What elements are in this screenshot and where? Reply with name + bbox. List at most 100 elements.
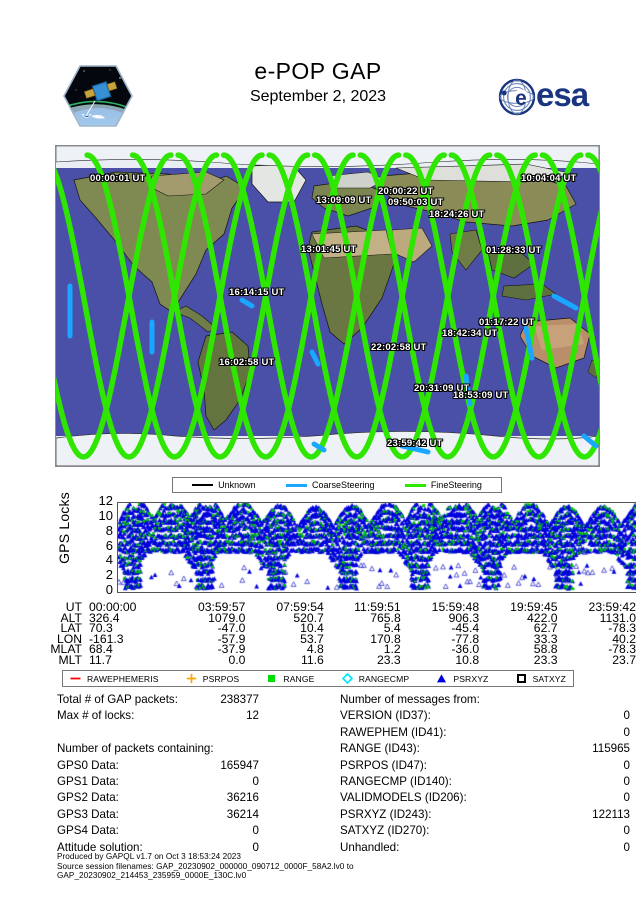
stat-row: RANGE (ID43): 115965 [340, 741, 630, 757]
triangle-marker-icon [437, 674, 447, 683]
stat-label: Attitude solution: [57, 840, 143, 854]
stat-label: GPS1 Data: [57, 774, 119, 788]
orbit-track-coarse-steering [309, 349, 321, 367]
param-cell: 07:59:54 [276, 600, 324, 614]
param-cell: 19:59:45 [510, 600, 558, 614]
param-cell: 23:59:42 [588, 600, 636, 614]
orbit-track-coarse-steering [239, 297, 255, 309]
y-tick-label: 4 [105, 552, 113, 568]
gps-locks-y-axis-label: GPS Locks [56, 492, 72, 564]
param-cell: 58.8 [533, 642, 558, 657]
orbit-track-fine-steering [84, 152, 265, 460]
diamond-marker-icon [341, 673, 353, 684]
legend-line-swatch [192, 484, 214, 486]
stat-value: 0 [623, 824, 630, 838]
table-row: MLT 11.7 0.0 11.6 23.3 10.8 23.3 23.7 [40, 652, 636, 667]
stat-label: GPS0 Data: [57, 758, 119, 772]
param-cell: 422.0 [527, 610, 558, 625]
stat-value: 122113 [592, 807, 630, 821]
square-open-marker-icon [516, 674, 526, 683]
data-legend-label: PSRPOS [202, 673, 240, 684]
map-legend-item-finesteering: FineSteering [404, 480, 482, 491]
max-locks-label: Max # of locks: [57, 709, 135, 723]
stat-row: Attitude solution: 0 [57, 840, 307, 856]
orbit-parameter-table: UT 00:00:00 03:59:57 07:59:54 11:59:51 15:59:… [40, 600, 636, 667]
stat-row: RANGECMP (ID140): 0 [340, 774, 630, 790]
y-tick-label: 10 [98, 507, 113, 523]
param-cell: 23.7 [612, 652, 636, 667]
map-time-label: 00:00:01 UT [90, 173, 146, 184]
cassiope-mission-patch-icon: CASSIOPE [62, 64, 134, 128]
map-time-label: 20:31:09 UT [414, 383, 470, 394]
data-legend-label: RAWEPHEMERIS [87, 673, 159, 684]
orbit-ground-tracks [56, 152, 599, 460]
total-packets-label: Total # of GAP packets: [57, 693, 178, 706]
message-type-legend: RAWEPHEMERIS PSRPOS RANGE RANGECMP PSRXYZ SAT… [62, 670, 574, 687]
map-legend-item-unknown: Unknown [192, 480, 256, 491]
table-row: LON -161.3 -57.9 53.7 170.8 -77.8 33.3 40.2 [40, 633, 636, 645]
orbit-track-fine-steering [56, 152, 220, 460]
data-legend-item-psrxyz: PSRXYZ [436, 673, 488, 684]
footer-producer-line: Produced by GAPQL v1.7 on Oct 3 18:53:24… [57, 852, 242, 861]
stat-label: RAWEPHEM (ID41): [340, 725, 447, 739]
param-cell: -36.0 [451, 642, 480, 657]
map-time-label: 22:02:58 UT [371, 342, 427, 353]
orbit-track-fine-steering [357, 152, 538, 460]
param-cell: 23.3 [376, 652, 401, 667]
param-cell: 10.8 [455, 652, 480, 667]
max-locks-value: 12 [246, 709, 259, 723]
param-row-label: MLT [58, 652, 82, 667]
param-cell: -47.0 [217, 621, 246, 636]
stat-label: RANGECMP (ID140): [340, 774, 452, 788]
data-legend-item-psrpos: PSRPOS [186, 673, 239, 684]
orbit-track-fine-steering [403, 152, 584, 460]
footer-source-line-2: GAP_20230902_214453_235959_0000E_130C.lv… [57, 871, 247, 881]
param-cell: 11.6 [300, 652, 324, 667]
stat-row: GPS2 Data: 36216 [57, 790, 307, 806]
footer-source-line-1: Source session filenames: GAP_20230902_0… [57, 861, 354, 871]
stat-value: 36214 [226, 807, 259, 821]
param-cell: 00:00:00 [89, 600, 137, 614]
param-cell: 326.4 [89, 610, 120, 625]
param-cell: 1131.0 [599, 610, 636, 625]
table-row: LAT 70.3 -47.0 10.4 5.4 -45.4 62.7 -78.3 [40, 621, 636, 636]
map-time-label: 20:00:22 UT [378, 186, 434, 197]
gps-locks-chart: GPS Locks 12 10 8 6 4 2 0 [40, 492, 636, 605]
stat-label: VERSION (ID37): [340, 709, 431, 723]
map-legend-item-coarsesteering: CoarseSteering [285, 480, 375, 491]
world-map-panel: 00:00:01 UT 13:09:09 UT 20:00:22 UT 10:04:0… [55, 145, 600, 467]
statistics-left-column: Total # of GAP packets: 238377 Max # of … [57, 692, 307, 856]
esa-wordmark: esa [536, 76, 589, 113]
stat-row: GPS3 Data: 36214 [57, 807, 307, 823]
map-time-label: 18:42:34 UT [442, 328, 498, 339]
map-time-label: 18:24:26 UT [429, 209, 485, 220]
gps-locks-y-ticks: 12 10 8 6 4 2 0 [85, 494, 113, 596]
stat-label: GPS3 Data: [57, 807, 119, 821]
stat-value: 0 [252, 840, 259, 854]
svg-text:e: e [515, 87, 527, 110]
orbit-track-fine-steering [266, 152, 447, 460]
map-time-label: 09:50:03 UT [388, 197, 444, 208]
param-row-label: LAT [60, 621, 82, 636]
stat-row: VALIDMODELS (ID206): 0 [340, 790, 630, 806]
y-tick-label: 8 [105, 522, 113, 538]
orbit-track-fine-steering [448, 152, 599, 460]
stat-value: 36216 [226, 791, 259, 805]
param-row-label: MLAT [50, 642, 82, 657]
orbit-track-fine-steering [494, 152, 599, 460]
stat-label: RANGE (ID43): [340, 742, 420, 756]
param-cell: 62.7 [533, 621, 558, 636]
map-time-label: 01:17:22 UT [479, 317, 535, 328]
param-cell: 03:59:57 [197, 600, 246, 614]
statistics-section: Total # of GAP packets: 238377 Max # of … [57, 692, 630, 854]
gps-locks-scatter-canvas [118, 503, 636, 592]
param-cell: 1079.0 [208, 610, 246, 625]
stat-row: GPS1 Data: 0 [57, 774, 307, 790]
dash-marker-icon [70, 677, 81, 680]
param-cell: 765.8 [370, 610, 401, 625]
y-tick-label: 6 [105, 537, 113, 553]
stat-value: 0 [623, 758, 630, 772]
legend-line-swatch [404, 483, 426, 487]
orbit-track-fine-steering [129, 152, 311, 460]
orbit-track-coarse-steering [551, 293, 579, 311]
